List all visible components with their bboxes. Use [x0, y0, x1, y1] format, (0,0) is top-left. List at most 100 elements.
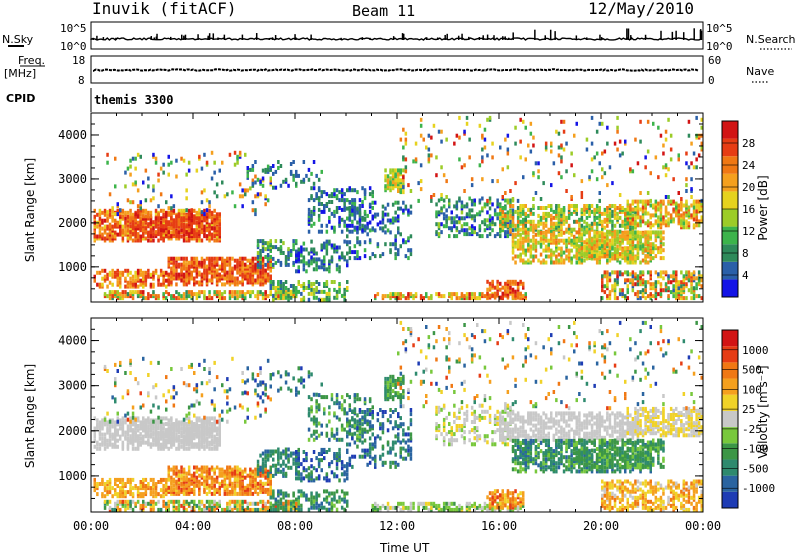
heatmap-cell [167, 418, 170, 423]
heatmap-cell [409, 189, 413, 193]
heatmap-cell [136, 440, 140, 445]
heatmap-cell [616, 240, 619, 245]
heatmap-cell [159, 434, 163, 439]
heatmap-cell [690, 161, 693, 166]
heatmap-cell [238, 194, 242, 199]
heatmap-cell [295, 249, 298, 254]
heatmap-cell [488, 232, 492, 237]
heatmap-cell [427, 157, 431, 162]
heatmap-cell [310, 209, 313, 214]
heatmap-cell [641, 288, 645, 293]
heatmap-cell [374, 200, 377, 205]
heatmap-cell [493, 212, 497, 217]
heatmap-cell [389, 176, 392, 181]
heatmap-cell [292, 284, 295, 288]
heatmap-cell [532, 258, 535, 263]
heatmap-cell [328, 200, 331, 204]
heatmap-cell [611, 223, 614, 228]
heatmap-cell [374, 254, 377, 259]
heatmap-cell [256, 243, 260, 248]
heatmap-cell [154, 156, 158, 161]
heatmap-cell [542, 221, 545, 226]
heatmap-cell [682, 203, 686, 208]
heatmap-cell [177, 208, 181, 213]
heatmap-cell [330, 211, 334, 216]
heatmap-cell [254, 278, 257, 283]
heatmap-cell [287, 262, 290, 267]
heatmap-cell [481, 177, 484, 182]
heatmap-cell [129, 164, 132, 169]
heatmap-cell [621, 272, 624, 277]
heatmap-cell [96, 224, 99, 229]
heatmap-cell [611, 240, 614, 245]
heatmap-cell [272, 164, 275, 168]
heatmap-cell [323, 289, 326, 294]
heatmap-cell [539, 242, 543, 247]
heatmap-cell [399, 178, 402, 183]
heatmap-cell [455, 292, 459, 297]
heatmap-cell [580, 232, 584, 237]
heatmap-cell [636, 294, 640, 299]
heatmap-cell [557, 153, 561, 158]
heatmap-cell [534, 223, 538, 228]
heatmap-cell [685, 225, 688, 230]
heatmap-cell [567, 215, 571, 220]
heatmap-cell [537, 161, 540, 166]
heatmap-cell [544, 244, 548, 249]
heatmap-cell [381, 210, 385, 215]
heatmap-cell [603, 232, 607, 237]
heatmap-cell [542, 234, 545, 239]
heatmap-cell [613, 141, 617, 146]
heatmap-cell [157, 178, 160, 183]
heatmap-cell [114, 222, 117, 227]
heatmap-cell [274, 169, 278, 174]
heatmap-cell [358, 207, 362, 212]
heatmap-cell [646, 211, 650, 216]
heatmap-cell [302, 282, 306, 286]
heatmap-cell [320, 223, 323, 228]
heatmap-cell [427, 147, 431, 152]
heatmap-cell [450, 210, 453, 215]
heatmap-cell [116, 220, 119, 225]
heatmap-cell [580, 227, 584, 232]
heatmap-cell [162, 436, 165, 441]
heatmap-cell [358, 198, 362, 203]
heatmap-cell [266, 198, 270, 203]
heatmap-cell [340, 188, 344, 193]
heatmap-cell [641, 292, 645, 297]
heatmap-cell [598, 246, 601, 251]
heatmap-cell [205, 416, 209, 421]
heatmap-cell [108, 296, 112, 301]
heatmap-cell [636, 211, 640, 216]
heatmap-cell [430, 198, 433, 203]
heatmap-cell [215, 234, 219, 239]
heatmap-cell [687, 119, 691, 124]
heatmap-cell [193, 424, 196, 429]
heatmap-cell [139, 420, 142, 425]
heatmap-cell [608, 242, 612, 247]
heatmap-cell [236, 290, 239, 295]
heatmap-cell [690, 141, 693, 146]
heatmap-cell [458, 296, 461, 301]
heatmap-cell [121, 224, 125, 229]
heatmap-cell [409, 292, 413, 297]
heatmap-cell [187, 260, 191, 265]
heatmap-cell [325, 280, 329, 284]
heatmap-cell [414, 292, 418, 297]
heatmap-cell [550, 204, 553, 208]
heatmap-cell [397, 230, 400, 235]
heatmap-cell [312, 267, 316, 272]
heatmap-cell [165, 416, 168, 421]
heatmap-cell [598, 230, 601, 235]
heatmap-cell [129, 416, 132, 421]
heatmap-cell [606, 270, 609, 275]
heatmap-cell [323, 241, 326, 246]
heatmap-cell [595, 207, 599, 212]
heatmap-cell [624, 207, 627, 212]
heatmap-cell [672, 270, 675, 275]
heatmap-cell [170, 194, 173, 199]
heatmap-cell [172, 228, 176, 233]
heatmap-cell [147, 424, 150, 429]
heatmap-cell [631, 236, 635, 241]
heatmap-cell [187, 294, 191, 299]
